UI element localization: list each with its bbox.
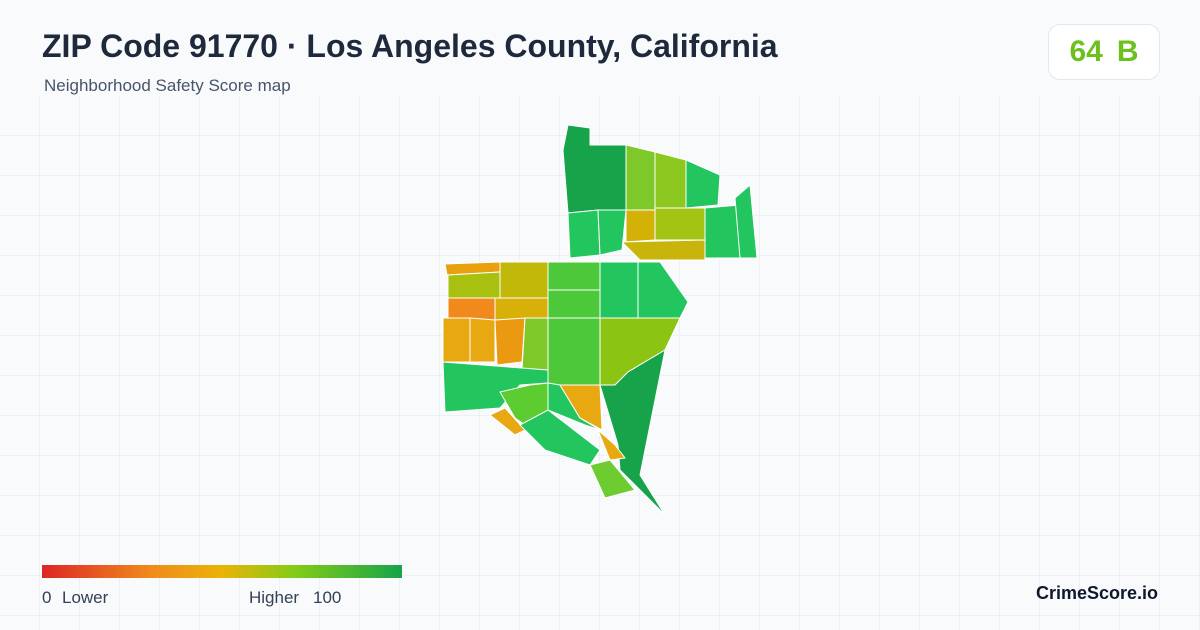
legend-max: 100 — [313, 588, 342, 607]
brand: CrimeScore.io — [1036, 583, 1159, 603]
legend-min: 0 — [42, 588, 52, 607]
legend-max-label: Higher — [249, 588, 300, 607]
legend-min-label: Lower — [62, 588, 109, 607]
grade: B — [1116, 35, 1139, 68]
legend-gradient — [42, 565, 402, 578]
score: 64 — [1069, 35, 1103, 68]
title: ZIP Code 91770 · Los Angeles County, Cal… — [42, 28, 778, 64]
subtitle: Neighborhood Safety Score map — [44, 76, 291, 95]
zip-regions — [442, 124, 758, 516]
score-badge: 64 B — [1048, 24, 1160, 80]
